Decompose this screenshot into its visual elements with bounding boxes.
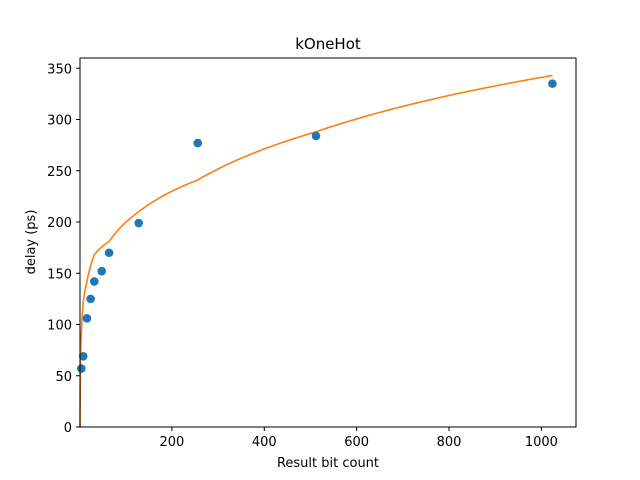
- x-axis-ticks: 200 400 600 800 1000: [159, 427, 558, 450]
- data-point: [548, 79, 557, 88]
- y-tick-label: 100: [47, 319, 72, 334]
- x-tick-label: 200: [159, 435, 184, 450]
- data-point: [82, 314, 92, 323]
- data-point: [104, 248, 114, 258]
- data-point: [193, 138, 203, 148]
- y-tick-label: 350: [47, 62, 72, 77]
- chart-marks: [77, 74, 557, 428]
- y-tick-label: 0: [64, 421, 72, 436]
- chart-title: kOneHot: [295, 35, 361, 53]
- plot-background: [80, 58, 576, 427]
- x-tick-label: 600: [344, 435, 369, 450]
- data-point: [86, 294, 95, 304]
- y-tick-label: 150: [47, 267, 72, 282]
- data-point: [311, 131, 321, 141]
- y-tick-label: 50: [55, 370, 72, 385]
- plot-frame: [79, 57, 577, 428]
- y-tick-label: 250: [47, 165, 72, 180]
- data-point: [77, 364, 86, 373]
- fit-line: [79, 74, 553, 428]
- data-point: [90, 277, 99, 286]
- data-point: [134, 218, 143, 228]
- x-axis-label: Result bit count: [277, 456, 379, 471]
- data-point: [97, 266, 107, 276]
- y-tick-label: 300: [47, 114, 72, 129]
- x-tick-label: 1000: [525, 435, 558, 450]
- y-axis-ticks: 0 50 100 150 200 250 300 350: [47, 62, 80, 436]
- data-point: [78, 351, 88, 361]
- y-tick-label: 200: [47, 216, 72, 231]
- x-tick-label: 800: [437, 435, 462, 450]
- y-axis-label: delay (ps): [24, 210, 39, 275]
- x-tick-label: 400: [252, 435, 277, 450]
